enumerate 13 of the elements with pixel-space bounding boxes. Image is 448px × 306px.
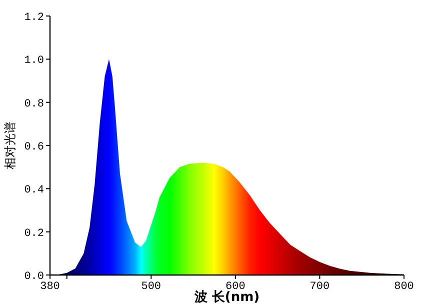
y-axis-title: 相对光谱	[3, 122, 17, 170]
y-tick-label: 1.2	[24, 12, 44, 24]
x-tick-label: 380	[40, 281, 60, 293]
y-tick-label: 0.0	[24, 271, 44, 283]
y-tick-label: 0.6	[24, 142, 44, 154]
y-tick-label: 0.2	[24, 228, 44, 240]
x-tick-label: 700	[310, 281, 330, 293]
x-axis-title: 波 长(nm)	[193, 290, 260, 305]
y-tick-label: 0.8	[24, 98, 44, 110]
y-tick-label: 1.0	[24, 55, 44, 68]
y-tick-label: 0.4	[24, 184, 44, 197]
x-tick-label: 800	[394, 281, 414, 293]
x-tick-label: 500	[141, 281, 162, 293]
